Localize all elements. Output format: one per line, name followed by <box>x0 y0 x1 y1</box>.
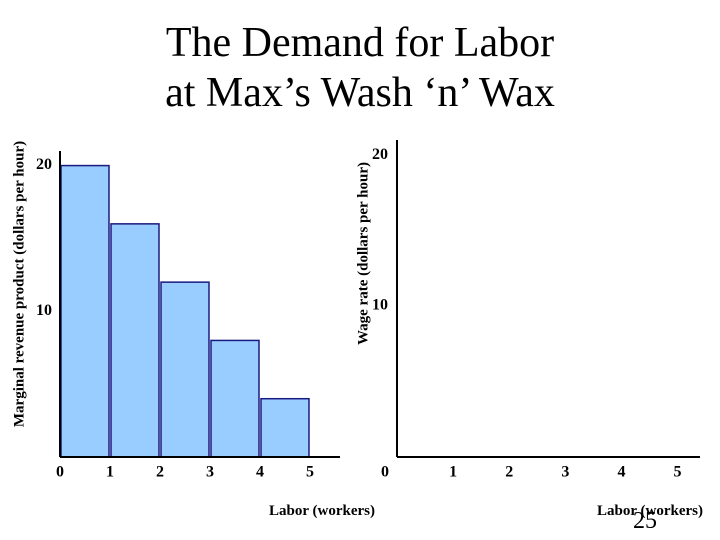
x-axis-title: Labor (workers) <box>269 503 375 519</box>
x-tick-label: 2 <box>156 464 164 481</box>
x-tick-label: 5 <box>306 464 314 481</box>
title-line: The Demand for Labor <box>166 20 554 66</box>
x-tick-label: 5 <box>674 464 682 481</box>
y-tick-label: 20 <box>36 156 52 173</box>
x-tick-label: 1 <box>106 464 114 481</box>
y-tick-label: 20 <box>372 146 388 163</box>
x-tick-label: 1 <box>449 464 457 481</box>
x-tick-label: 4 <box>256 464 264 481</box>
x-tick-label: 3 <box>561 464 569 481</box>
title-line: at Max’s Wash ‘n’ Wax <box>165 70 555 116</box>
bar <box>260 397 310 458</box>
x-tick-label: 4 <box>617 464 625 481</box>
x-tick-label: 2 <box>505 464 513 481</box>
x-tick-label: 0 <box>56 464 64 481</box>
bar <box>210 339 260 458</box>
y-tick-label: 10 <box>372 297 388 314</box>
bar <box>110 223 160 458</box>
bar <box>160 281 210 458</box>
x-tick-label: 3 <box>206 464 214 481</box>
chart: 10 20 0 1 2 3 4 5 Labor (workers) Marginal revenu… <box>11 141 375 519</box>
bar <box>60 164 110 458</box>
slide-number: 25 <box>633 508 657 534</box>
chart: 10 20 0 1 2 3 4 5 Labor (workers) Wage rate (doll… <box>355 140 703 519</box>
x-axis-title: Labor (workers) <box>597 503 703 519</box>
y-tick-label: 10 <box>36 302 52 319</box>
x-tick-label: 0 <box>381 464 389 481</box>
y-axis-title: Wage rate (dollars per hour) <box>355 162 371 345</box>
y-axis-title: Marginal revenue product (dollars per ho… <box>11 141 27 427</box>
